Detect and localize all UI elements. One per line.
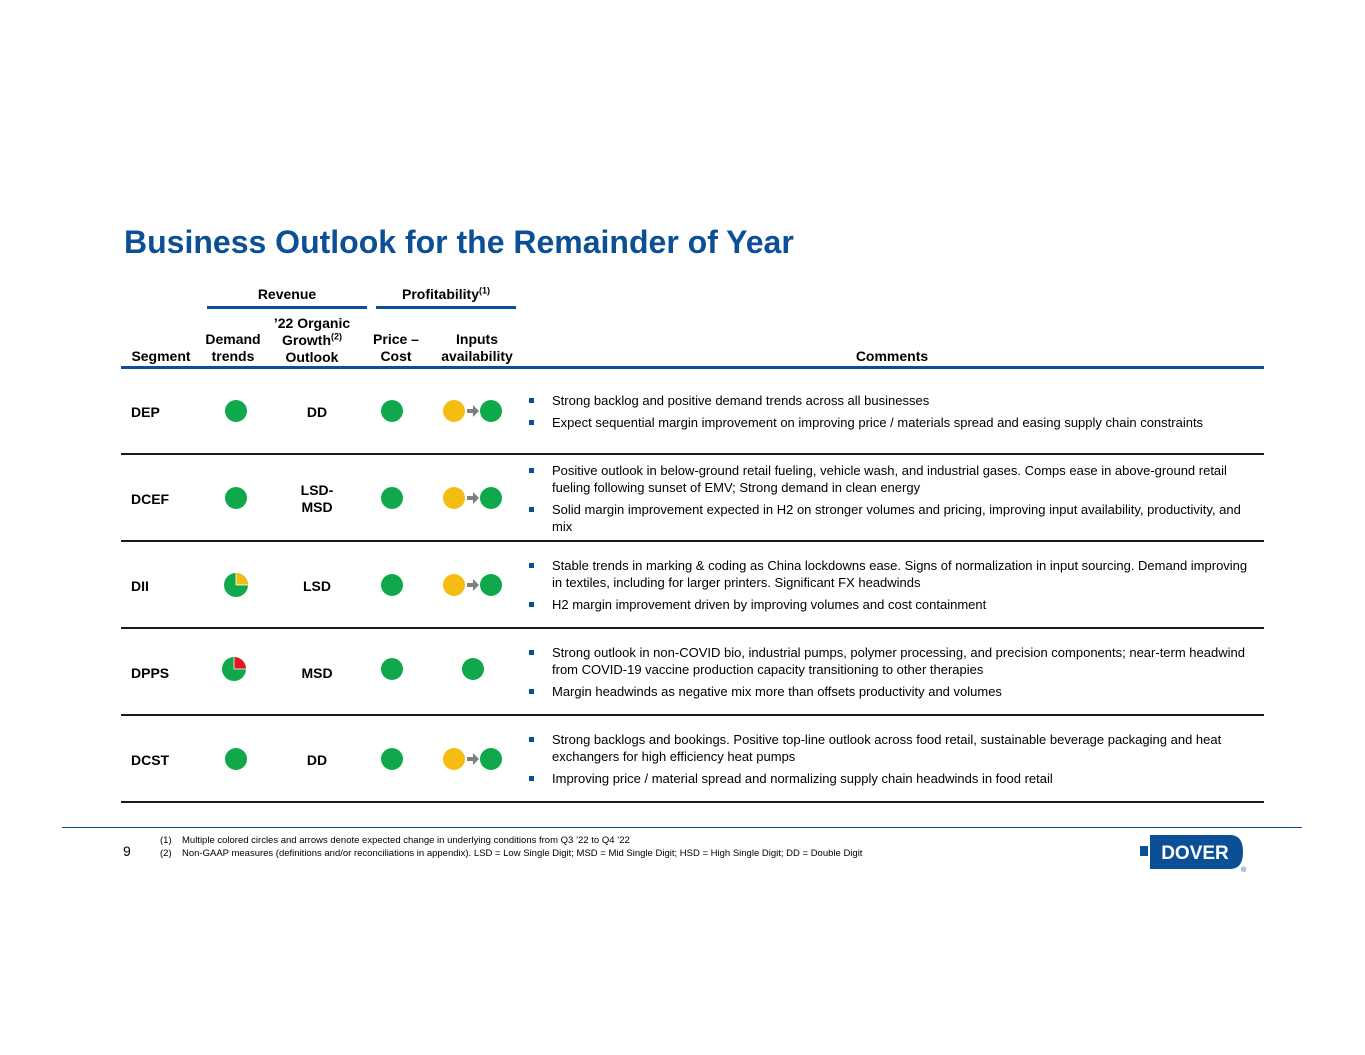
comment-bullet: Solid margin improvement expected in H2 … [527,501,1257,535]
page-number: 9 [123,843,131,859]
segment-label: DCEF [131,491,170,507]
demand-status-green-icon [225,487,247,509]
profitability-group-underline [376,306,516,309]
price-cost-status-green-icon [381,658,403,680]
comments-cell: Stable trends in marking & coding as Chi… [527,557,1257,618]
price-cost-status-green-icon [381,574,403,596]
trend-arrow-icon [467,492,479,504]
price-cost-status-green-icon [381,748,403,770]
inputs-status-yellow-icon [443,748,465,770]
profitability-group-label: Profitability(1) [401,285,490,302]
footer-rule [62,827,1302,828]
comment-bullet: Stable trends in marking & coding as Chi… [527,557,1257,591]
growth-outlook: LSD- MSD [300,482,334,515]
comments-cell: Strong outlook in non-COVID bio, industr… [527,644,1257,705]
inputs-status-yellow-icon [443,400,465,422]
inputs-status-green-icon [480,748,502,770]
row-divider [121,714,1264,716]
svg-text:®: ® [1241,866,1247,873]
row-divider [121,540,1264,542]
comment-bullet: Strong backlogs and bookings. Positive t… [527,731,1257,765]
footnote: (1) Multiple colored circles and arrows d… [160,835,630,846]
comments-cell: Strong backlog and positive demand trend… [527,392,1257,436]
demand-status-mixed-pie-icon [222,657,246,681]
trend-arrow-icon [467,405,479,417]
trend-arrow-icon [467,579,479,591]
growth-outlook: MSD [301,665,333,681]
comment-bullet: Positive outlook in below-ground retail … [527,462,1257,496]
comment-bullet: Margin headwinds as negative mix more th… [527,683,1257,700]
inputs-status-green-icon [480,400,502,422]
organic-growth-column-header: ’22 Organic Growth(2) Outlook [273,315,351,365]
segment-label: DPPS [131,665,170,681]
revenue-group-label: Revenue [257,286,317,302]
row-divider [121,627,1264,629]
comment-bullet: Strong backlog and positive demand trend… [527,392,1257,409]
demand-status-mixed-pie-icon [224,573,248,597]
comments-cell: Strong backlogs and bookings. Positive t… [527,731,1257,792]
header-rule [121,366,1264,369]
revenue-group-underline [207,306,367,309]
segment-column-header: Segment [131,348,191,364]
inputs-status-yellow-icon [443,487,465,509]
growth-outlook: LSD [303,578,331,594]
demand-status-green-icon [225,400,247,422]
footnote: (2) Non-GAAP measures (definitions and/or… [160,848,863,859]
demand-status-green-icon [225,748,247,770]
comments-column-header: Comments [855,348,929,364]
price-cost-status-green-icon [381,487,403,509]
comments-cell: Positive outlook in below-ground retail … [527,462,1257,540]
demand-trends-column-header: Demand trends [205,331,261,364]
inputs-status-green-icon [480,487,502,509]
comment-bullet: H2 margin improvement driven by improvin… [527,596,1257,613]
segment-label: DCST [131,752,170,768]
page-title: Business Outlook for the Remainder of Ye… [124,224,794,260]
dover-logo: DOVER ® [1140,835,1247,873]
comment-bullet: Expect sequential margin improvement on … [527,414,1257,431]
row-divider [121,453,1264,455]
inputs-status-yellow-icon [443,574,465,596]
inputs-status-green-icon [480,574,502,596]
inputs-status-green-icon [462,658,484,680]
growth-outlook: DD [306,404,328,420]
inputs-availability-column-header: Inputs availability [441,331,513,364]
comment-bullet: Improving price / material spread and no… [527,770,1257,787]
price-cost-status-green-icon [381,400,403,422]
trend-arrow-icon [467,753,479,765]
growth-outlook: DD [306,752,328,768]
segment-label: DII [131,578,149,594]
segment-label: DEP [131,404,160,420]
svg-text:DOVER: DOVER [1161,843,1229,864]
comment-bullet: Strong outlook in non-COVID bio, industr… [527,644,1257,678]
row-divider [121,801,1264,803]
price-cost-column-header: Price – Cost [373,331,419,364]
